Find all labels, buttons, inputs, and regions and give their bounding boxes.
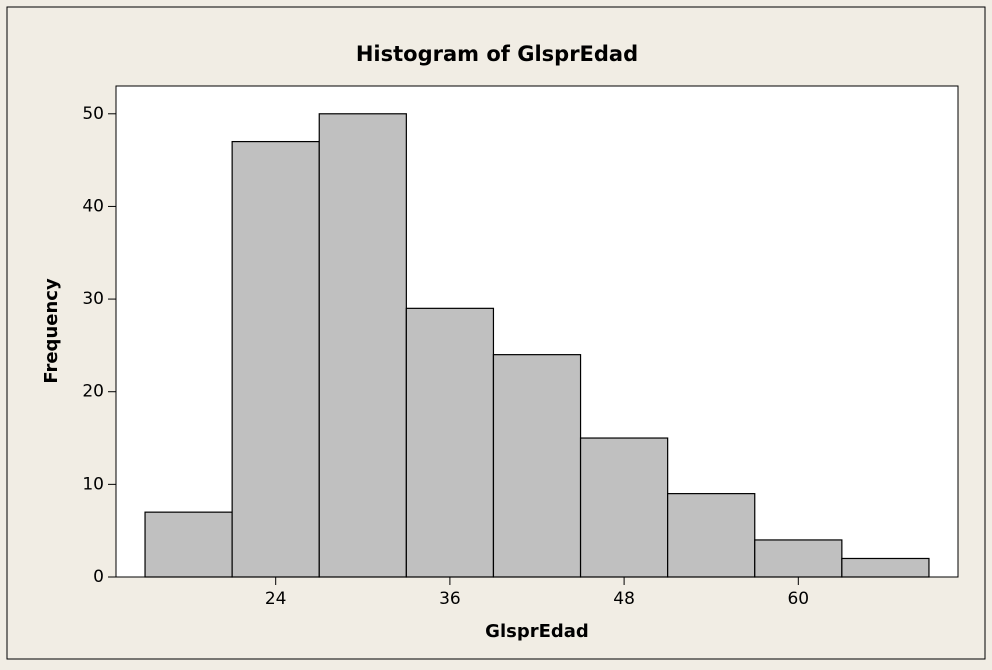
x-axis-label: GlsprEdad xyxy=(485,621,589,642)
y-tick-label: 30 xyxy=(82,289,104,309)
y-tick-label: 40 xyxy=(82,196,104,216)
bar xyxy=(667,493,756,578)
x-tick-label: 36 xyxy=(439,589,461,609)
x-tick-label: 48 xyxy=(613,589,635,609)
bar xyxy=(318,113,407,578)
x-tick-label: 24 xyxy=(265,589,287,609)
bar xyxy=(754,539,843,578)
y-tick-label: 20 xyxy=(82,382,104,402)
bar xyxy=(579,437,669,578)
bar xyxy=(231,140,320,578)
y-tick-label: 0 xyxy=(93,567,104,587)
chart-title: Histogram of GlsprEdad xyxy=(356,42,638,66)
bar xyxy=(144,511,233,578)
bar xyxy=(492,354,582,578)
y-tick-label: 10 xyxy=(82,474,104,494)
bar xyxy=(841,557,930,578)
x-tick-label: 60 xyxy=(787,589,809,609)
bar xyxy=(405,307,495,578)
y-tick-label: 50 xyxy=(82,104,104,124)
y-axis-label: Frequency xyxy=(41,278,62,384)
